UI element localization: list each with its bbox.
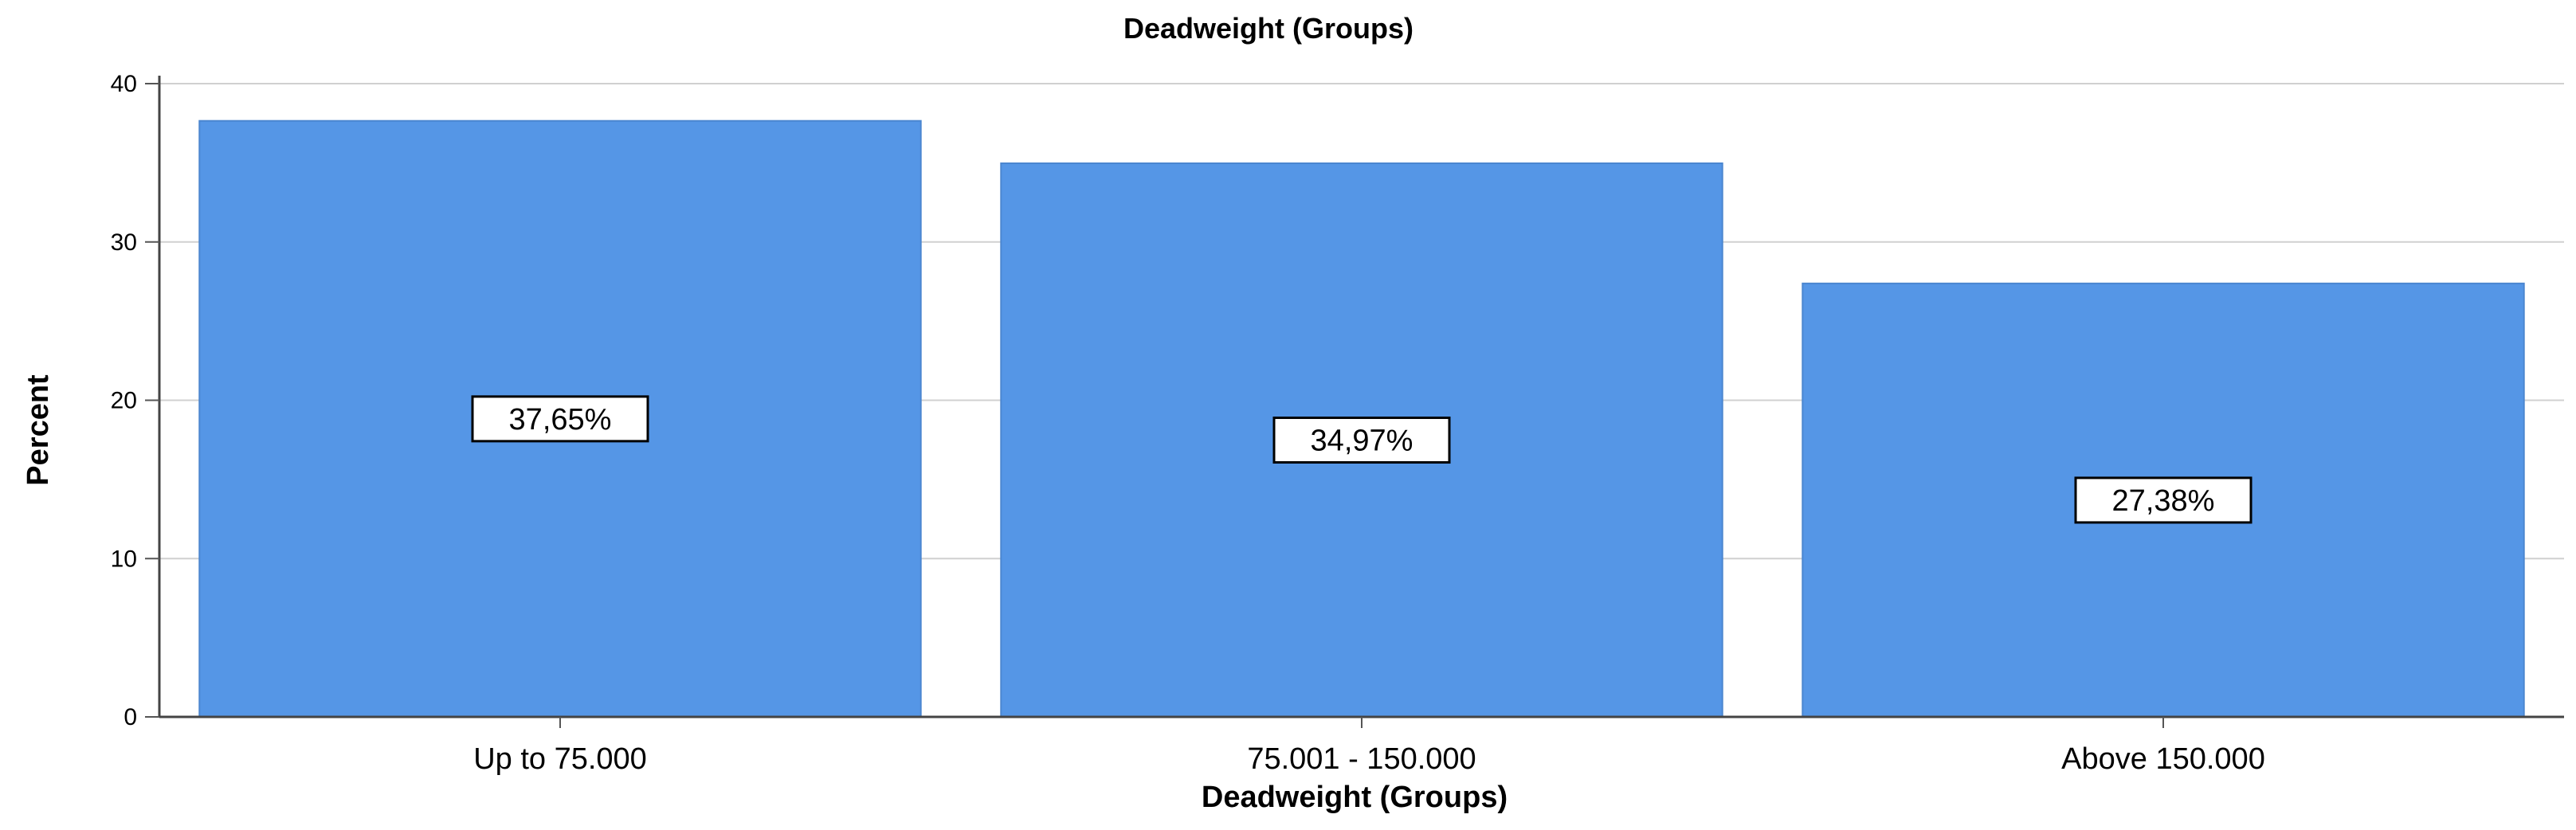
data-label: 27,38% [2112,484,2215,518]
data-label-box [471,395,649,443]
y-tick-label: 30 [111,229,137,256]
y-tick-label: 0 [124,704,137,730]
x-tick-label: Up to 75.000 [473,742,647,776]
x-tick-label: Above 150.000 [2061,742,2265,776]
x-tick-labels: Up to 75.000 75.001 - 150.000 Above 150.00… [473,717,2265,776]
y-axis-title: Percent [22,374,55,486]
y-tick-labels: 0 10 20 30 40 [111,71,159,730]
data-labels: 37,65% 34,97% 27,38% [471,395,2253,524]
x-tick-label: 75.001 - 150.000 [1247,742,1476,776]
x-axis-title: Deadweight (Groups) [1202,781,1508,814]
data-label: 37,65% [509,403,612,437]
y-tick-label: 40 [111,71,137,97]
y-tick-label: 10 [111,546,137,572]
chart-title: Deadweight (Groups) [1123,12,1413,45]
data-label-box [2074,476,2253,524]
data-label-box [1272,416,1451,464]
data-label: 34,97% [1311,424,1413,457]
y-tick-label: 20 [111,388,137,414]
